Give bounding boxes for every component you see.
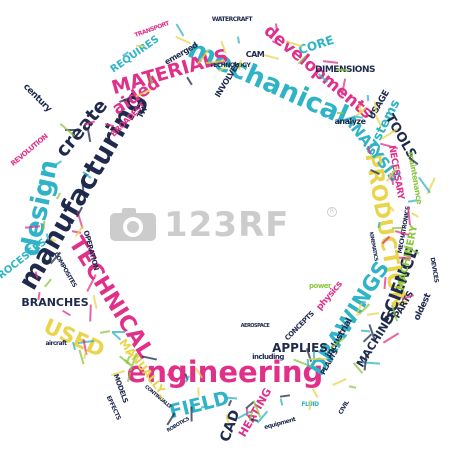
word-civil: CIVIL xyxy=(336,399,351,416)
filler-mark xyxy=(189,406,193,422)
filler-mark xyxy=(410,211,419,218)
word-branches: BRANCHES xyxy=(21,295,89,309)
word-used: USED xyxy=(40,313,109,362)
word-equipment: equipment xyxy=(263,416,297,432)
word-aircraft: aircraft xyxy=(45,340,67,347)
filler-mark xyxy=(337,111,344,114)
word-century: century xyxy=(21,81,54,114)
filler-mark xyxy=(279,398,284,406)
word-power: power xyxy=(309,281,332,290)
watermark: 123RF R xyxy=(108,205,343,245)
word-effects: EFFECTS xyxy=(104,394,123,421)
word-watercraft: WATERCRAFT xyxy=(211,16,253,23)
registered-mark-icon: R xyxy=(327,207,337,217)
filler-mark xyxy=(89,304,93,322)
filler-mark xyxy=(65,128,78,131)
filler-mark xyxy=(309,357,327,360)
filler-mark xyxy=(175,23,185,37)
filler-mark xyxy=(99,329,111,334)
filler-mark xyxy=(62,309,72,316)
filler-mark xyxy=(175,35,192,45)
filler-mark xyxy=(237,36,241,44)
word-oldest: oldest xyxy=(411,291,434,322)
filler-mark xyxy=(361,330,371,333)
word-engineering: engineering xyxy=(126,354,324,389)
filler-mark xyxy=(369,110,373,118)
camera-logo-icon xyxy=(110,208,156,241)
word-concepts: CONCEPTS xyxy=(283,309,316,342)
filler-mark xyxy=(392,226,403,230)
filler-mark xyxy=(228,399,233,406)
filler-mark xyxy=(348,385,357,390)
word-technology: TECHNOLOGY xyxy=(209,62,251,69)
filler-mark xyxy=(135,44,144,48)
word-cam: CAM xyxy=(245,50,265,59)
word-aerospace: AEROSPACE xyxy=(240,322,270,329)
filler-mark xyxy=(331,377,347,386)
filler-mark xyxy=(264,53,280,60)
word-devices: DEVICES xyxy=(428,256,441,283)
word-analyze: analyze xyxy=(334,117,366,126)
filler-mark xyxy=(311,388,318,398)
filler-mark xyxy=(322,59,338,64)
filler-mark xyxy=(366,312,379,316)
watermark-text: 123RF xyxy=(164,205,290,245)
word-including: including xyxy=(252,352,284,361)
filler-mark xyxy=(111,330,125,333)
filler-mark xyxy=(366,95,370,102)
